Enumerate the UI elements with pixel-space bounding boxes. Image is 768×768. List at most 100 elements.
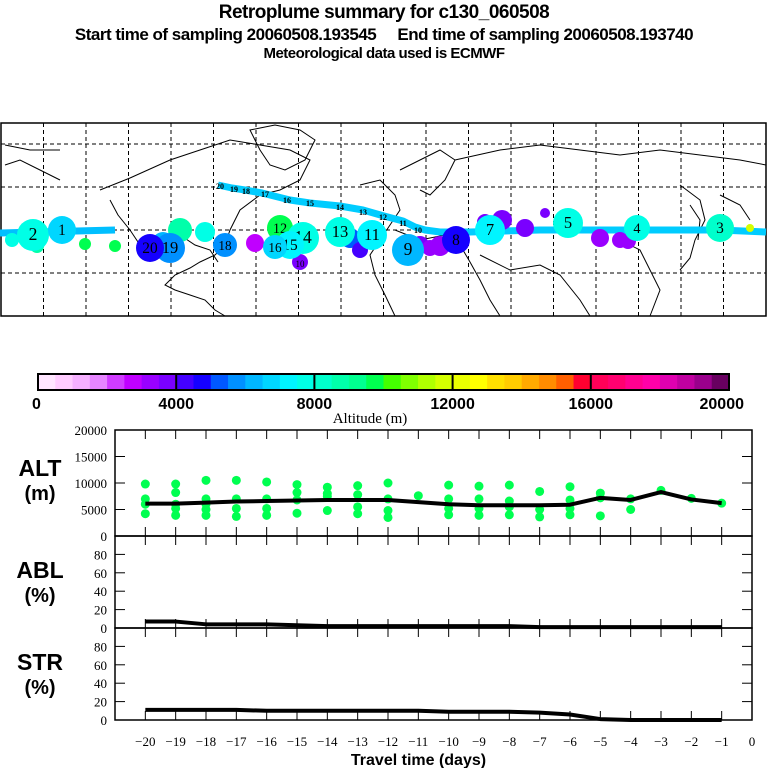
- cluster-label: 8: [452, 232, 460, 249]
- scatter-point: [292, 480, 302, 490]
- x-tick-label: −19: [165, 734, 185, 749]
- scatter-point: [262, 477, 272, 487]
- coastline: [479, 254, 591, 317]
- cluster-marker: [48, 216, 76, 244]
- panel-label: STR: [17, 649, 63, 675]
- x-tick-label: −2: [684, 734, 698, 749]
- coastline: [4, 144, 60, 151]
- trajectory-day-label: 11: [399, 219, 407, 228]
- scatter-point: [413, 491, 423, 501]
- cluster-label: 5: [564, 213, 572, 232]
- y-tick-label: 20000: [75, 423, 108, 438]
- y-tick-label: 20: [94, 603, 107, 618]
- colorbar-segment: [210, 374, 229, 390]
- y-tick-label: 80: [94, 547, 107, 562]
- trajectory-day-label: 13: [359, 208, 367, 217]
- colorbar-segment: [711, 374, 730, 390]
- colorbar-segment: [573, 374, 592, 390]
- scatter-point: [474, 510, 484, 520]
- x-tick-label: −20: [135, 734, 155, 749]
- panel-label: ABL: [16, 557, 63, 583]
- x-tick-label: −8: [502, 734, 516, 749]
- scatter-point: [626, 505, 636, 514]
- cluster-label: 16: [268, 240, 282, 255]
- scatter-point: [201, 510, 211, 520]
- x-tick-label: −4: [624, 734, 638, 749]
- x-tick-label: −10: [438, 734, 458, 749]
- colorbar-segment: [556, 374, 575, 390]
- met-data-line: Meteorological data used is ECMWF: [263, 45, 505, 62]
- colorbar-segment: [642, 374, 661, 390]
- coastline: [719, 194, 751, 221]
- series-line: [145, 490, 722, 508]
- panel-unit: (%): [24, 585, 55, 607]
- colorbar-segment: [124, 374, 143, 390]
- x-tick-label: −15: [287, 734, 307, 749]
- scatter-point: [595, 511, 605, 521]
- colorbar-segment: [193, 374, 212, 390]
- scatter-point: [231, 503, 241, 513]
- colorbar-segment: [608, 374, 626, 390]
- scatter-point: [292, 508, 302, 518]
- colorbar-frame: [37, 373, 730, 391]
- cluster-marker: [392, 234, 424, 266]
- colorbar-segment: [297, 374, 315, 390]
- trajectory-day-label: 20: [216, 182, 224, 191]
- colorbar-tick-label: 8000: [297, 396, 333, 413]
- scatter-point: [504, 510, 514, 520]
- coastline: [99, 139, 311, 317]
- trajectory-day-label: 17: [261, 190, 269, 199]
- x-tick-label: −16: [256, 734, 277, 749]
- colorbar-segment: [107, 374, 125, 390]
- y-tick-label: 0: [101, 713, 108, 728]
- panel-unit: (m): [24, 483, 55, 505]
- colorbar-segment: [262, 374, 281, 390]
- cluster-label: 3: [716, 220, 724, 237]
- colorbar-tick-label: 16000: [569, 396, 614, 413]
- cluster-marker: [109, 240, 121, 252]
- cluster-marker: [442, 226, 470, 254]
- panel-unit: (%): [24, 677, 55, 699]
- x-tick-label: −9: [472, 734, 486, 749]
- colorbar-segment: [331, 374, 350, 390]
- colorbar-segment: [38, 374, 56, 390]
- colorbar-segment: [55, 374, 74, 390]
- scatter-point: [140, 479, 150, 489]
- coastline: [4, 159, 61, 181]
- y-tick-label: 60: [94, 566, 107, 581]
- trajectory-day-label: 10: [414, 226, 422, 235]
- cluster-marker: [624, 215, 650, 241]
- x-tick-label: −5: [593, 734, 607, 749]
- scatter-point: [444, 480, 454, 490]
- x-tick-label: −13: [347, 734, 367, 749]
- x-tick-label: −6: [563, 734, 577, 749]
- scatter-point: [383, 506, 393, 516]
- colorbar-segment: [469, 374, 488, 390]
- colorbar-tick-label: 4000: [158, 396, 194, 413]
- cluster-marker: [263, 235, 287, 259]
- colorbar-segment: [677, 374, 695, 390]
- colorbar-segment: [348, 374, 367, 390]
- scatter-point: [262, 503, 272, 513]
- colorbar-segment: [694, 374, 713, 390]
- x-tick-label: −12: [378, 734, 398, 749]
- trajectory-map: 213457891011121314151617181920 201918171…: [0, 122, 767, 317]
- colorbar-segment: [228, 374, 246, 390]
- x-tick-label: −18: [196, 734, 216, 749]
- chart-title: Retroplume summary for c130_060508: [218, 2, 550, 23]
- colorbar-segment: [452, 374, 471, 390]
- colorbar-segment: [89, 374, 108, 390]
- cluster-marker: [706, 214, 734, 242]
- panel-frame: [114, 429, 753, 537]
- scatter-point: [201, 475, 211, 485]
- y-tick-label: 20: [94, 695, 107, 710]
- colorbar-segment: [504, 374, 523, 390]
- colorbar-label: Altitude (m): [333, 411, 408, 427]
- x-tick-label: −11: [408, 734, 428, 749]
- colorbar-segment: [366, 374, 384, 390]
- x-tick-label: −14: [317, 734, 338, 749]
- panel-frame: [114, 535, 753, 629]
- trajectory-day-label: 15: [306, 199, 314, 208]
